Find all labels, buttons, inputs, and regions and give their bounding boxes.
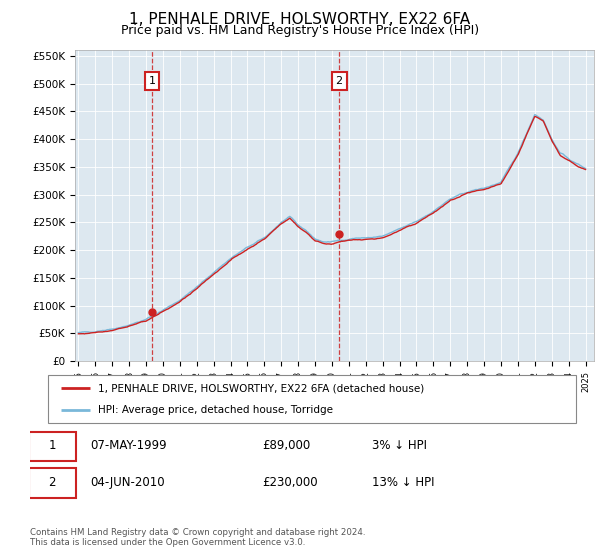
Text: 2: 2	[49, 476, 56, 489]
Text: Price paid vs. HM Land Registry's House Price Index (HPI): Price paid vs. HM Land Registry's House …	[121, 24, 479, 37]
Text: £230,000: £230,000	[262, 476, 317, 489]
Text: £89,000: £89,000	[262, 440, 310, 452]
Text: 07-MAY-1999: 07-MAY-1999	[91, 440, 167, 452]
Text: Contains HM Land Registry data © Crown copyright and database right 2024.
This d: Contains HM Land Registry data © Crown c…	[30, 528, 365, 547]
Text: 3% ↓ HPI: 3% ↓ HPI	[372, 440, 427, 452]
Text: 1, PENHALE DRIVE, HOLSWORTHY, EX22 6FA (detached house): 1, PENHALE DRIVE, HOLSWORTHY, EX22 6FA (…	[98, 383, 424, 393]
FancyBboxPatch shape	[48, 375, 576, 423]
Text: 1: 1	[49, 440, 56, 452]
Text: 1, PENHALE DRIVE, HOLSWORTHY, EX22 6FA: 1, PENHALE DRIVE, HOLSWORTHY, EX22 6FA	[130, 12, 470, 27]
Text: 2: 2	[335, 76, 343, 86]
Text: 13% ↓ HPI: 13% ↓ HPI	[372, 476, 435, 489]
FancyBboxPatch shape	[29, 468, 76, 498]
Text: 1: 1	[148, 76, 155, 86]
Text: HPI: Average price, detached house, Torridge: HPI: Average price, detached house, Torr…	[98, 405, 333, 415]
Text: 04-JUN-2010: 04-JUN-2010	[91, 476, 166, 489]
FancyBboxPatch shape	[29, 432, 76, 461]
